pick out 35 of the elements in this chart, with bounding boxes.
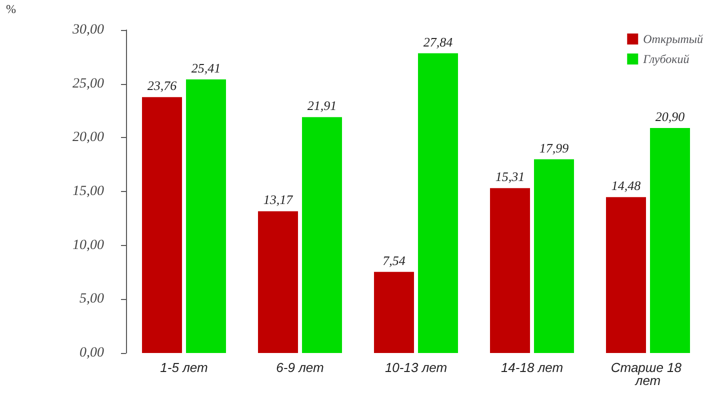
y-tick-label: 30,00 [72,22,104,38]
data-label: 20,90 [655,108,686,124]
legend-label: Глубокий [642,52,690,66]
bar [534,159,574,353]
x-tick-label: 14-18 лет [500,360,564,375]
data-label: 13,17 [263,192,294,208]
y-tick-label: 20,00 [72,130,104,146]
y-tick-label: 15,00 [72,184,104,199]
x-tick-label: 6-9 лет [276,360,324,375]
data-label: 7,54 [382,252,406,268]
y-tick-label: 0,00 [80,346,104,360]
data-label: 15,31 [495,169,525,184]
bar [418,53,458,353]
x-tick-label: Старше 18 лет [610,360,686,388]
bar [374,272,414,353]
x-tick-label: 1-5 лет [160,360,208,375]
data-label: 14,48 [611,178,642,194]
x-tick-label: 10-13 лет [384,360,448,375]
data-label: 21,91 [307,98,337,114]
data-label: 17,99 [539,140,570,156]
bar [302,117,342,353]
data-label: 27,84 [423,34,454,50]
y-tick-label: 5,00 [80,292,104,307]
bar [650,128,690,353]
bar [258,211,298,353]
y-tick-label: 25,00 [72,76,104,92]
bar [186,79,226,353]
data-label: 23,76 [147,78,178,94]
bar [490,188,530,353]
data-label: 25,41 [191,60,221,76]
bar [606,197,646,353]
legend-label: Открытый [643,32,704,46]
bar [142,97,182,353]
y-axis-title: % [6,2,16,16]
y-tick-label: 10,00 [72,238,104,253]
